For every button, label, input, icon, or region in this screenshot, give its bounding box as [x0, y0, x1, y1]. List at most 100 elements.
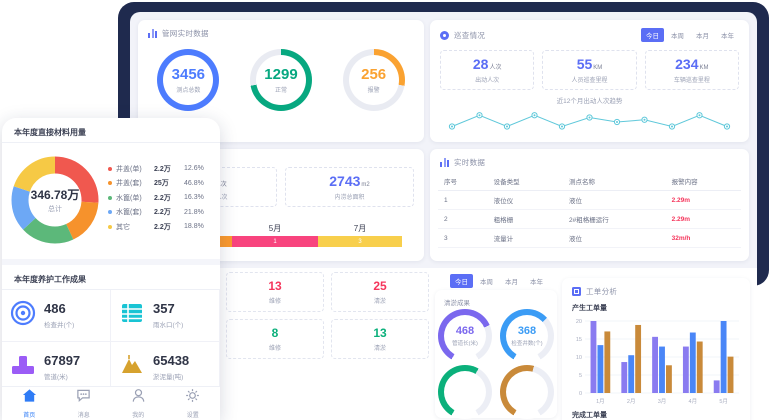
nav-label: 首页	[23, 413, 36, 419]
home-icon	[22, 388, 37, 408]
tile-label: 维修	[268, 346, 281, 352]
alarm-table-card: 实时数据 序号 设备类型 测点名称 报警内容 1 液位仪 液位 2.29m 2 粗格栅 2#粗格栅…	[430, 149, 749, 261]
nav-item-gear[interactable]: 设置	[166, 387, 221, 420]
legend-name: 水篦(套)	[116, 209, 142, 217]
material-total-value: 346.78万	[30, 188, 80, 202]
table-row[interactable]: 3 流量计 液位 32m/h	[438, 228, 741, 248]
table-cell: 粗格栅	[487, 209, 563, 229]
month-label: 5月	[268, 224, 282, 233]
donut-segment-3	[11, 156, 99, 244]
legend-name: 井盖(套)	[116, 180, 142, 188]
legend-color-dot	[108, 210, 112, 215]
nav-label: 设置	[186, 413, 199, 419]
work-order-tile-4: 13 清淤	[331, 319, 429, 359]
order-card-title: 工单分析	[586, 287, 618, 296]
kpi-value: 28人次	[472, 56, 502, 72]
gauge-label: 管道长(米)	[452, 340, 478, 347]
work-tab-1[interactable]: 今日	[450, 274, 473, 288]
patrol-period-tabs[interactable]: 今日 本周 本月 本年	[641, 28, 739, 42]
alarm-col-header: 报警内容	[665, 172, 741, 191]
work-period-tabs[interactable]: 今日 本周 本月 本年	[450, 274, 548, 288]
stat-label: 雨水口(个)	[153, 321, 184, 329]
material-donut-chart: 346.78万 总计	[8, 153, 102, 247]
kpi-value: 234KM	[675, 56, 709, 72]
month-rank-bar[interactable]: 1	[232, 236, 318, 247]
svg-text:15: 15	[576, 337, 582, 343]
monitor-ring-2: 1299 正常	[249, 49, 312, 111]
alarm-card-header: 实时数据	[430, 149, 749, 172]
table-cell: 3	[438, 228, 488, 248]
section-gap	[2, 259, 220, 265]
legend-percent: 46.8%	[184, 179, 204, 187]
legend-color-dot	[108, 181, 112, 186]
table-cell: 液位	[562, 190, 666, 210]
legend-color-dot	[108, 224, 112, 229]
legend-item-2: 井盖(套) 25万 46.8%	[108, 178, 204, 188]
dredging-result-title: 清淤成果	[444, 300, 470, 307]
table-row[interactable]: 2 粗格栅 2#粗格栅运行 2.29m	[438, 209, 741, 229]
legend-name: 井盖(单)	[116, 165, 142, 173]
kpi-value: 2743m2	[329, 173, 370, 189]
table-row[interactable]: 1 液位仪 液位 2.29m	[438, 190, 741, 210]
legend-percent: 18.8%	[184, 223, 204, 231]
monitor-ring-3: 256 报警	[342, 49, 405, 111]
legend-value: 2.2万	[154, 223, 171, 231]
kpi-unit: 人次	[214, 182, 227, 188]
legend-color-dot	[108, 166, 112, 171]
patrol-kpi-row: 28人次 出动人次 55KM 人员巡查里程 234KM 车辆巡查里程	[430, 46, 749, 92]
nav-item-user[interactable]: 我的	[111, 387, 166, 420]
legend-value: 25万	[154, 180, 169, 188]
work-tab-4[interactable]: 本年	[530, 279, 543, 286]
svg-text:3月: 3月	[658, 398, 667, 405]
maintain-stat-1: 486 检查井(个)	[2, 290, 111, 342]
table-cell: 流量计	[487, 228, 563, 248]
ring-value: 3456	[171, 65, 206, 83]
grate-icon	[119, 300, 145, 331]
patrol-tab-1[interactable]: 今日	[641, 28, 664, 42]
monitor-card-header: 管网实时数据	[138, 20, 424, 43]
patrol-tab-3[interactable]: 本月	[696, 33, 709, 40]
order-card-header: 工单分析	[562, 278, 750, 301]
month-rank-bar[interactable]: 3	[318, 236, 402, 247]
table-cell: 1	[438, 190, 488, 210]
patrol-tab-4[interactable]: 本年	[721, 33, 734, 40]
kpi-label: 人员巡查里程	[571, 78, 608, 84]
donut-center: 346.78万 总计	[8, 153, 102, 247]
svg-text:4月: 4月	[689, 398, 698, 405]
divider	[2, 289, 220, 290]
patrol-tab-2[interactable]: 本周	[671, 33, 684, 40]
nav-item-home[interactable]: 首页	[2, 387, 57, 420]
legend-color-dot	[108, 195, 112, 200]
ring-value: 1299	[264, 65, 298, 83]
nav-label: 我的	[132, 413, 145, 419]
nav-label: 消息	[77, 413, 90, 419]
alarm-col-header: 设备类型	[487, 172, 563, 191]
donut-segment-5	[11, 156, 99, 244]
svg-text:2月: 2月	[627, 398, 636, 405]
work-tab-3[interactable]: 本月	[505, 279, 518, 286]
manhole-icon	[10, 300, 36, 331]
alarm-table: 序号 设备类型 测点名称 报警内容 1 液位仪 液位 2.29m 2 粗格栅 2#粗格栅运行 2.2…	[438, 172, 741, 248]
ring-label: 测点总数	[176, 87, 201, 94]
work-order-tile-2: 25 清淤	[331, 272, 429, 312]
legend-percent: 16.3%	[184, 194, 204, 202]
work-tab-2[interactable]: 本周	[480, 279, 493, 286]
ring-value: 256	[361, 65, 387, 83]
mobile-bottom-nav[interactable]: 首页 消息 我的 设置	[2, 386, 220, 420]
donut-segment-4	[11, 156, 99, 244]
maintain-stat-grid: 486 检查井(个) 357 雨水口(个) 67897 管道(米) 65438 淤泥量(吨)	[2, 290, 220, 394]
work-order-tile-1: 13 维修	[226, 272, 324, 312]
legend-percent: 12.6%	[184, 165, 204, 173]
dredging-result-card: 清淤成果 468 管道长(米) 368 检查井数(个)	[435, 290, 557, 419]
kpi-label: 车辆巡查里程	[673, 78, 710, 84]
gauge-label: 检查井数(个)	[511, 340, 543, 347]
legend-item-3: 水篦(单) 2.2万 16.3%	[108, 193, 204, 203]
nav-item-message[interactable]: 消息	[57, 387, 112, 420]
legend-value: 2.2万	[154, 194, 171, 202]
material-legend: 井盖(单) 2.2万 12.6% 井盖(套) 25万 46.8% 水篦(单) 2.2万 16.3…	[108, 164, 204, 237]
patrol-status-card: 巡查情况 今日 本周 本月 本年 28人次 出动人次 55KM 人员巡查里程 234KM 车辆巡…	[430, 20, 749, 142]
kpi-label: 内涝总面积	[334, 195, 365, 201]
svg-text:1月: 1月	[596, 398, 605, 405]
svg-text:0: 0	[579, 391, 582, 397]
legend-item-4: 水篦(套) 2.2万 21.8%	[108, 207, 204, 217]
